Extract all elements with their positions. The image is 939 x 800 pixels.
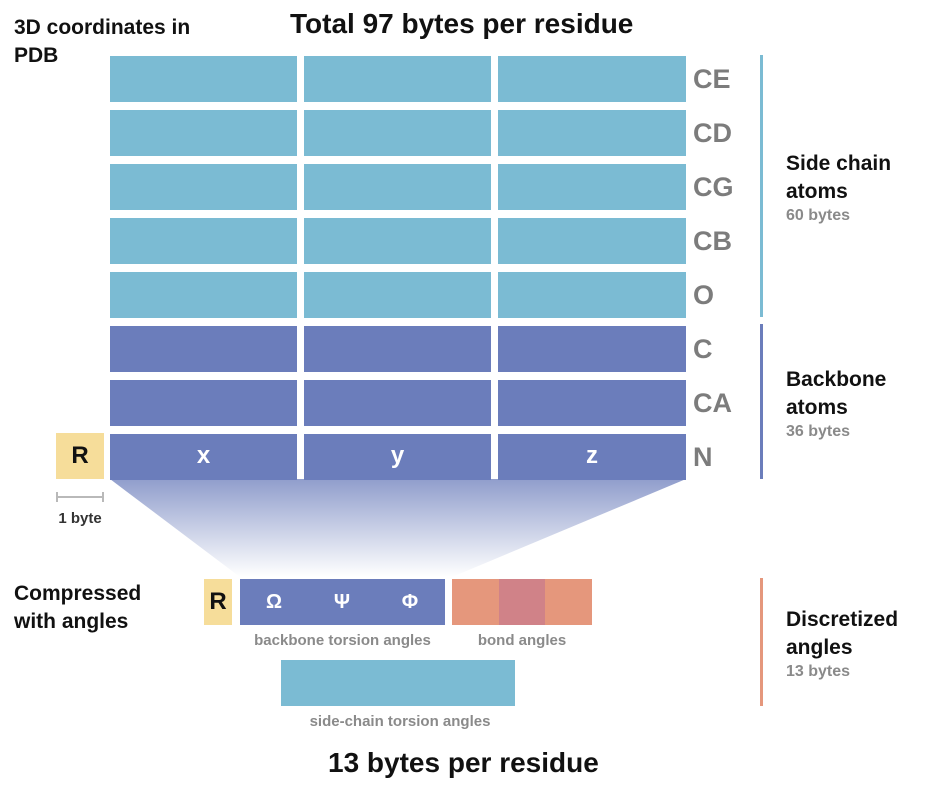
compressed-label: Compressed with angles <box>14 582 142 633</box>
side-chain-bracket <box>760 55 763 317</box>
atom-label-cg: CG <box>693 172 734 202</box>
coord-cell-ca-y <box>304 380 491 426</box>
coord-z-label: z <box>586 442 598 469</box>
phi-symbol: Φ <box>401 591 419 613</box>
atom-label-o: O <box>693 280 715 310</box>
coord-cell-cg-x <box>110 164 297 210</box>
coord-cell-ca-x <box>110 380 297 426</box>
side-chain-torsion-caption: side-chain torsion angles <box>309 713 491 730</box>
side-chain-torsion-block <box>281 660 515 706</box>
coord-cell-cb-y <box>304 218 491 264</box>
byte-size-label: 1 byte <box>58 510 102 527</box>
coord-cell-cd-z <box>498 110 686 156</box>
coord-cell-n-x <box>110 434 297 480</box>
bond-angles-caption: bond angles <box>477 632 567 649</box>
coord-y-label: y <box>390 442 405 469</box>
backbone-title: Backbone atoms <box>786 368 887 419</box>
coord-cell-ce-x <box>110 56 297 102</box>
atom-label-cd: CD <box>693 118 732 148</box>
psi-symbol: Ψ <box>333 591 351 613</box>
pdb-label: 3D coordinates in PDB <box>14 16 191 67</box>
bond-angle-block-1 <box>452 579 499 625</box>
atom-label-n: N <box>693 442 713 472</box>
coord-cell-c-z <box>498 326 686 372</box>
backbone-torsion-block: Ω Ψ Φ <box>240 579 445 625</box>
coord-cell-o-x <box>110 272 297 318</box>
atom-label-c: C <box>693 334 713 364</box>
compressed-residue-box: R <box>204 579 232 625</box>
bond-angle-block-2 <box>499 579 545 625</box>
discretized-bracket <box>760 578 763 706</box>
coord-cell-cd-y <box>304 110 491 156</box>
coord-cell-o-z <box>498 272 686 318</box>
coord-cell-ce-z <box>498 56 686 102</box>
top-title: Total 97 bytes per residue <box>290 8 634 39</box>
omega-symbol: Ω <box>265 591 283 613</box>
coord-cell-n-z <box>498 434 686 480</box>
bond-angle-block-3 <box>545 579 592 625</box>
side-chain-size: 60 bytes <box>786 207 851 224</box>
backbone-bracket <box>760 324 763 479</box>
coord-cell-cd-x <box>110 110 297 156</box>
coord-cell-c-x <box>110 326 297 372</box>
coord-x-label: x <box>196 442 211 469</box>
backbone-size: 36 bytes <box>786 423 851 440</box>
discretized-size: 13 bytes <box>786 663 851 680</box>
side-chain-title: Side chain atoms <box>786 152 892 203</box>
coord-cell-c-y <box>304 326 491 372</box>
backbone-torsion-caption: backbone torsion angles <box>254 632 431 649</box>
residue-byte-box: R <box>56 433 104 479</box>
coord-cell-o-y <box>304 272 491 318</box>
coord-cell-cb-z <box>498 218 686 264</box>
discretized-title: Discretized angles <box>786 608 899 659</box>
atom-label-ca: CA <box>693 388 732 418</box>
byte-size-bracket <box>56 492 104 502</box>
coord-cell-n-y <box>304 434 491 480</box>
coord-cell-cb-x <box>110 218 297 264</box>
atom-label-ce: CE <box>693 64 731 94</box>
coord-cell-cg-y <box>304 164 491 210</box>
coord-cell-ca-z <box>498 380 686 426</box>
bottom-title: 13 bytes per residue <box>328 747 599 778</box>
coord-cell-ce-y <box>304 56 491 102</box>
atom-label-cb: CB <box>693 226 732 256</box>
coord-cell-cg-z <box>498 164 686 210</box>
